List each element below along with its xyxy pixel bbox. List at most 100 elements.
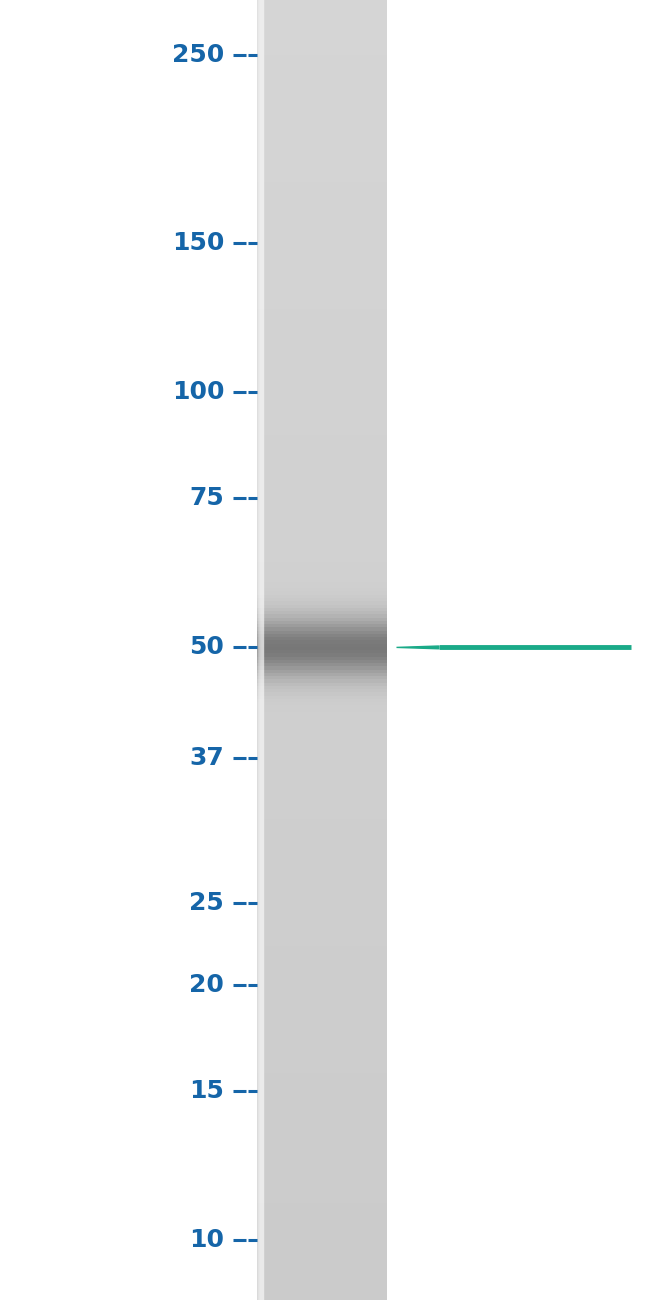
Bar — [257, 1131, 387, 1134]
Bar — [257, 130, 387, 133]
Bar — [257, 552, 387, 556]
Bar — [257, 760, 387, 764]
Bar — [257, 13, 387, 16]
Bar — [257, 448, 387, 451]
Bar — [257, 507, 387, 510]
Bar — [257, 172, 387, 176]
Bar — [257, 35, 387, 39]
Bar — [257, 1228, 387, 1232]
Bar — [257, 682, 387, 686]
Bar — [257, 523, 387, 526]
Bar — [257, 812, 387, 816]
Bar — [257, 933, 387, 936]
Bar — [257, 540, 387, 543]
Bar — [257, 455, 387, 459]
Bar — [257, 611, 387, 615]
Bar — [257, 1066, 387, 1069]
Bar — [257, 328, 387, 332]
Bar — [257, 1202, 387, 1205]
Bar — [257, 660, 387, 663]
Bar — [257, 656, 387, 660]
Bar — [257, 1150, 387, 1154]
Bar — [257, 52, 387, 55]
Bar — [257, 474, 387, 478]
Bar — [257, 1176, 387, 1180]
Bar — [257, 117, 387, 120]
Bar — [257, 1095, 387, 1098]
Bar — [257, 1127, 387, 1131]
Bar — [257, 84, 387, 88]
Bar — [257, 510, 387, 514]
Bar — [257, 663, 387, 666]
Bar — [257, 1046, 387, 1050]
Bar — [257, 1287, 387, 1290]
Bar — [257, 816, 387, 819]
Bar — [257, 478, 387, 481]
Bar — [257, 0, 387, 3]
Bar — [257, 715, 387, 718]
Bar — [257, 1199, 387, 1203]
Bar — [257, 747, 387, 751]
Bar — [257, 182, 387, 185]
Bar — [257, 120, 387, 124]
Bar — [257, 793, 387, 796]
Bar — [257, 429, 387, 432]
Bar — [257, 836, 387, 838]
Bar — [257, 891, 387, 894]
Bar — [257, 1157, 387, 1160]
Bar — [257, 1060, 387, 1063]
Bar — [257, 221, 387, 224]
Bar — [257, 374, 387, 377]
Bar — [257, 494, 387, 497]
Bar — [257, 1186, 387, 1190]
Bar — [257, 1245, 387, 1248]
Bar — [257, 438, 387, 442]
Bar — [258, 0, 265, 1300]
Bar — [260, 0, 264, 1300]
Bar — [257, 332, 387, 334]
Bar — [257, 165, 387, 169]
Bar — [257, 722, 387, 724]
Bar — [257, 757, 387, 760]
Text: 10: 10 — [189, 1228, 224, 1252]
Bar — [257, 459, 387, 462]
Bar — [257, 975, 387, 978]
Bar — [257, 306, 387, 308]
Bar — [257, 988, 387, 991]
Bar — [257, 451, 387, 455]
Bar — [257, 217, 387, 221]
Bar — [257, 887, 387, 890]
Bar — [257, 849, 387, 852]
Bar — [257, 861, 387, 864]
Bar — [257, 543, 387, 546]
Bar — [257, 152, 387, 156]
Bar — [257, 878, 387, 881]
Bar — [257, 637, 387, 641]
Bar — [257, 104, 387, 108]
Bar — [257, 406, 387, 410]
Bar — [261, 0, 264, 1300]
Bar — [257, 16, 387, 20]
Bar — [257, 488, 387, 490]
Bar — [259, 0, 264, 1300]
Bar — [257, 838, 387, 842]
Bar — [257, 48, 387, 52]
Bar — [257, 370, 387, 374]
Bar — [257, 770, 387, 773]
Bar — [257, 734, 387, 737]
Bar — [257, 1040, 387, 1043]
Bar — [257, 1092, 387, 1095]
Bar — [257, 202, 387, 204]
Bar — [257, 410, 387, 413]
Text: 50: 50 — [189, 636, 224, 659]
Bar — [257, 1030, 387, 1034]
Bar — [257, 845, 387, 849]
Bar — [257, 1154, 387, 1157]
Bar — [257, 497, 387, 500]
Bar — [257, 568, 387, 572]
Bar — [257, 628, 387, 630]
Bar — [257, 286, 387, 289]
Bar — [257, 666, 387, 670]
Bar — [257, 621, 387, 624]
Bar — [257, 425, 387, 429]
